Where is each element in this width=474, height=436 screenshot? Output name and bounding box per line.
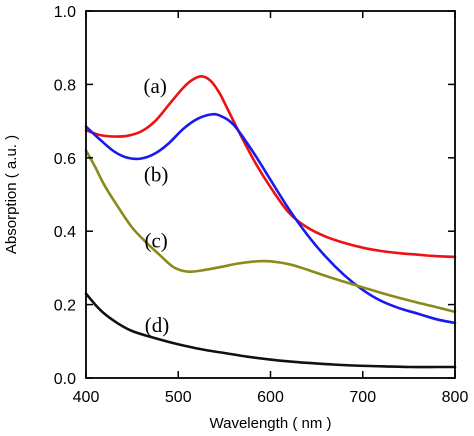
y-tick-label-4: 0.8 [54,77,76,94]
series-line-0 [84,75,457,259]
plot-frame [85,10,456,379]
y-tick-label-0: 0.0 [54,371,76,388]
curve-group [84,75,457,369]
x-axis-title: Wavelength ( nm ) [210,415,332,432]
curve-label-group: (a) (b) (c) (d) [144,74,170,337]
tick-label-group: 400 500 600 700 800 0.0 0.2 0.4 0.6 0.8 1.0 [54,4,469,406]
x-tick-label-3: 700 [349,389,376,406]
series-line-1 [84,112,457,325]
x-tick-label-2: 600 [257,389,284,406]
series-line-3 [84,292,457,369]
y-tick-label-3: 0.6 [54,151,76,168]
curve-label-3: (d) [145,313,170,337]
curve-label-1: (b) [144,162,169,186]
curve-label-0: (a) [144,74,167,98]
y-tick-label-1: 0.2 [54,298,76,315]
y-tick-label-2: 0.4 [54,224,76,241]
y-axis-title: Absorption ( a.u. ) [3,135,20,254]
y-tick-label-5: 1.0 [54,4,76,21]
x-tick-label-4: 800 [442,389,469,406]
tick-group [85,10,456,379]
x-tick-label-1: 500 [165,389,192,406]
x-tick-label-0: 400 [73,389,100,406]
series-line-2 [84,149,457,314]
curve-label-2: (c) [144,228,167,252]
